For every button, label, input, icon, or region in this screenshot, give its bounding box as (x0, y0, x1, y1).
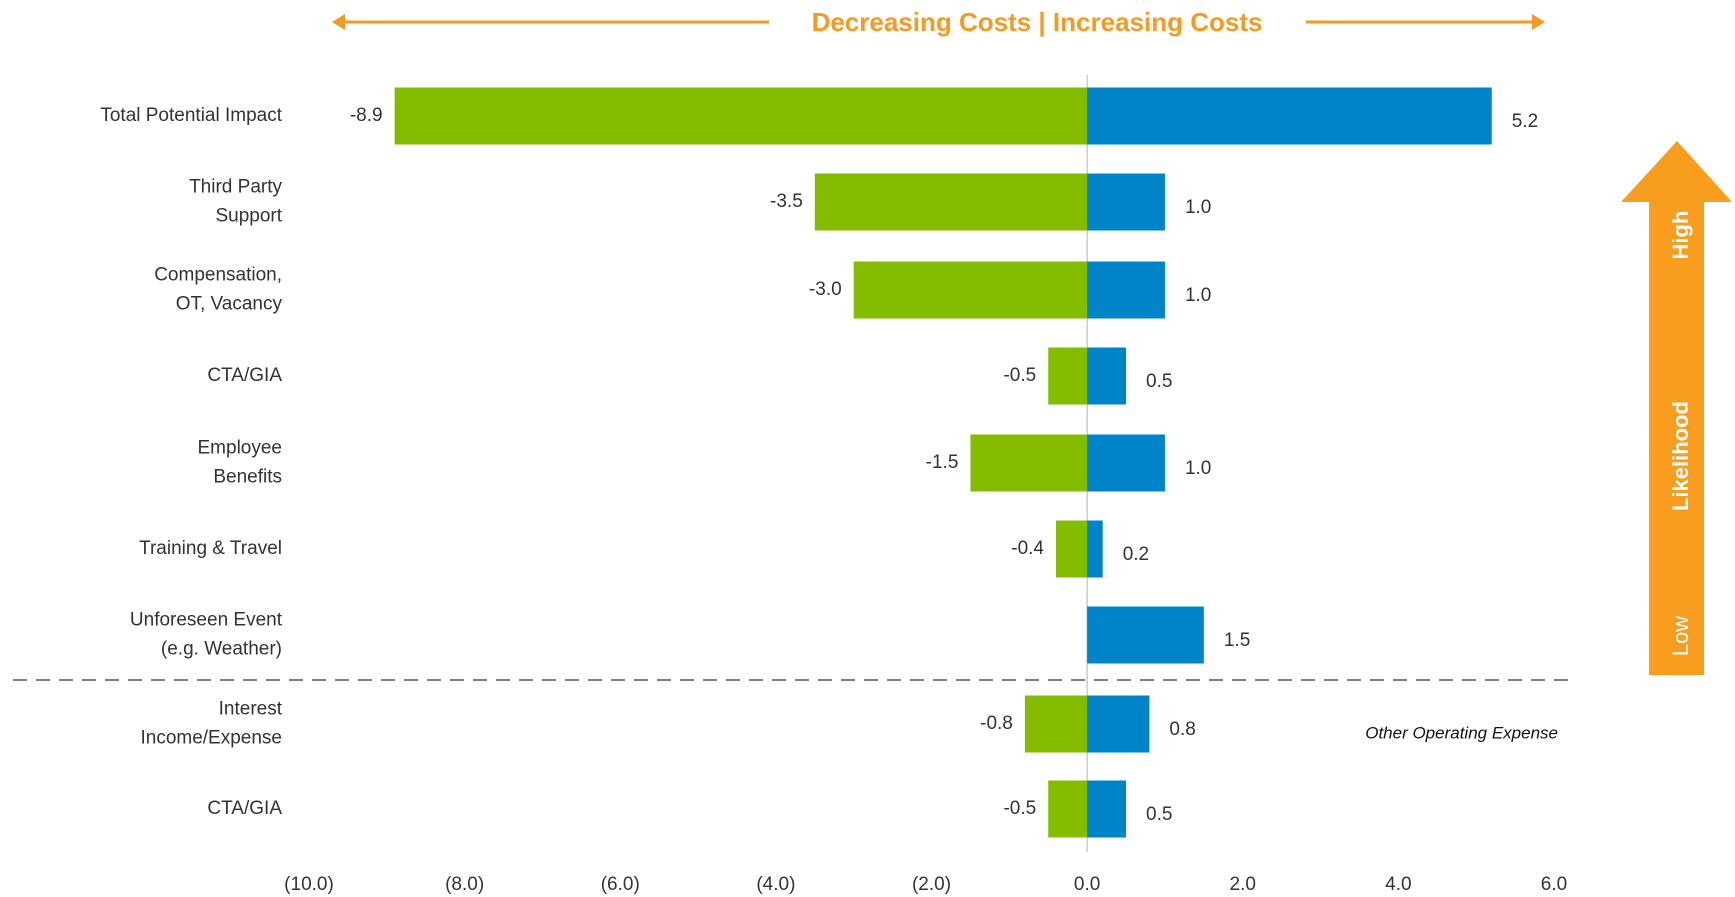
value-label: -1.5 (926, 452, 959, 473)
value-label: 1.0 (1185, 458, 1211, 479)
value-label: -0.5 (1003, 798, 1036, 819)
category-line: Unforeseen Event (130, 610, 283, 631)
x-tick-label: (2.0) (912, 874, 951, 895)
bar (1087, 347, 1127, 405)
category-line: Income/Expense (140, 728, 282, 749)
category-label: Training & Travel (139, 538, 282, 559)
value-label: 1.0 (1185, 197, 1211, 218)
value-label: 5.2 (1512, 111, 1538, 132)
category-label: Employee Benefits (198, 438, 283, 488)
x-tick-label: (6.0) (601, 874, 640, 895)
bar (1048, 780, 1088, 838)
bar (1087, 780, 1127, 838)
x-tick-label: 2.0 (1230, 874, 1256, 895)
category-line: CTA/GIA (207, 365, 282, 386)
category-line: Compensation, (154, 265, 282, 286)
category-label: Total Potential Impact (100, 105, 282, 126)
value-label: -0.4 (1011, 538, 1044, 559)
value-label: -0.5 (1003, 365, 1036, 386)
category-label: CTA/GIA (207, 365, 282, 386)
category-line: OT, Vacancy (176, 294, 283, 315)
value-label: -3.5 (770, 191, 803, 212)
category-label: CTA/GIA (207, 798, 282, 819)
category-label: Third Party Support (189, 177, 283, 227)
bar (1087, 606, 1204, 664)
value-label: 0.8 (1169, 719, 1195, 740)
category-label: Interest Income/Expense (140, 699, 282, 749)
category-label: Compensation, OT, Vacancy (154, 265, 282, 315)
value-label: -3.0 (809, 279, 842, 300)
bar (1087, 87, 1492, 145)
bar (814, 173, 1088, 231)
x-tick-label: (4.0) (756, 874, 795, 895)
bar (1048, 347, 1088, 405)
x-tick-label: 4.0 (1385, 874, 1411, 895)
bar (1087, 261, 1165, 319)
bar (1087, 520, 1103, 578)
x-tick-label: (10.0) (284, 874, 334, 895)
value-label: 0.5 (1146, 804, 1172, 825)
x-tick-label: (8.0) (445, 874, 484, 895)
category-line: Employee (198, 438, 283, 459)
chart-title: Decreasing Costs | Increasing Costs (812, 7, 1263, 37)
high-label: High (1668, 211, 1693, 260)
category-line: Support (215, 206, 282, 227)
bar (394, 87, 1088, 145)
category-line: Training & Travel (139, 538, 282, 559)
likelihood-arrow (1621, 141, 1732, 675)
category-line: Third Party (189, 177, 282, 198)
left-arrow-head (332, 14, 345, 30)
x-tick-label: 0.0 (1074, 874, 1100, 895)
value-label: 0.5 (1146, 371, 1172, 392)
value-label: -0.8 (980, 713, 1013, 734)
category-line: Interest (219, 699, 283, 720)
bar (1087, 695, 1150, 753)
category-label: Unforeseen Event (e.g. Weather) (130, 610, 283, 660)
x-tick-label: 6.0 (1541, 874, 1567, 895)
bar (1087, 434, 1165, 492)
low-label: Low (1668, 616, 1693, 656)
likelihood-label: Likelihood (1668, 401, 1693, 511)
category-line: (e.g. Weather) (161, 639, 282, 660)
section-label: Other Operating Expense (1365, 723, 1558, 742)
bar (1024, 695, 1088, 753)
bar (1087, 173, 1165, 231)
bar (853, 261, 1088, 319)
right-arrow-head (1532, 14, 1545, 30)
category-line: Benefits (213, 467, 282, 488)
value-label: 1.0 (1185, 285, 1211, 306)
value-label: -8.9 (350, 105, 383, 126)
value-label: 0.2 (1123, 544, 1149, 565)
bar (970, 434, 1088, 492)
bar (1056, 520, 1088, 578)
category-line: Total Potential Impact (100, 105, 282, 126)
value-label: 1.5 (1224, 630, 1250, 651)
category-line: CTA/GIA (207, 798, 282, 819)
